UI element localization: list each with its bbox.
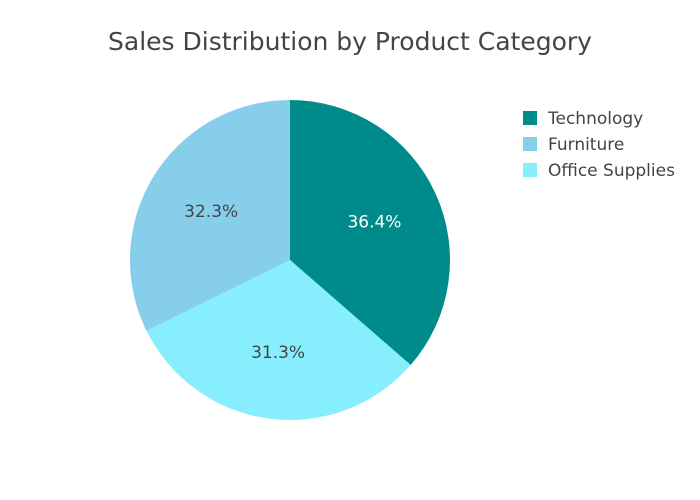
legend-label-technology: Technology — [547, 109, 643, 129]
slice-label-furniture: 32.3% — [184, 202, 238, 222]
legend-swatch-furniture — [523, 137, 537, 151]
legend-label-office-supplies: Office Supplies — [548, 161, 675, 181]
legend-swatch-technology — [523, 111, 537, 125]
pie-slice-furniture — [129, 100, 290, 331]
pie-slices — [129, 100, 450, 420]
slice-label-office-supplies: 31.3% — [251, 343, 305, 363]
pie-slice-technology — [290, 100, 450, 366]
pie-slice-office-supplies — [146, 260, 411, 420]
legend-swatch-office-supplies — [523, 163, 537, 177]
legend-item-office-supplies[interactable]: Office Supplies — [523, 161, 675, 181]
chart-title: Sales Distribution by Product Category — [108, 27, 592, 56]
pie-slice-labels: 36.4% 31.3% 32.3% — [184, 202, 401, 363]
legend: Technology Furniture Office Supplies — [523, 109, 675, 181]
legend-item-technology[interactable]: Technology — [523, 109, 643, 129]
slice-label-technology: 36.4% — [347, 213, 401, 233]
legend-label-furniture: Furniture — [548, 135, 624, 155]
legend-item-furniture[interactable]: Furniture — [523, 135, 624, 155]
